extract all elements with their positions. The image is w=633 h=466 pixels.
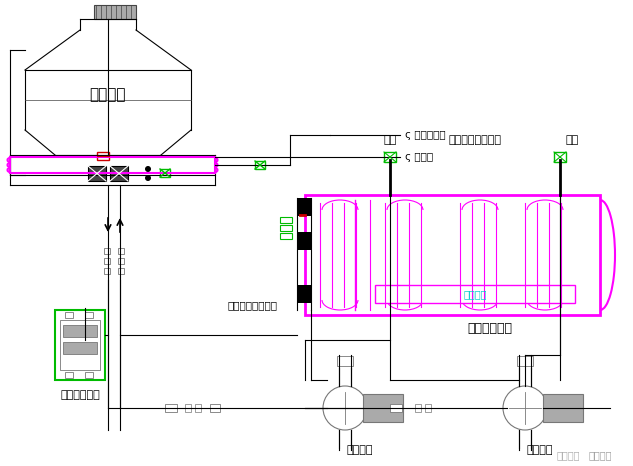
Bar [104, 268, 110, 274]
Text: ς 排水管: ς 排水管 [405, 152, 433, 162]
Text: 水冷螺杆机组: 水冷螺杆机组 [468, 322, 513, 335]
Bar [297, 232, 311, 250]
Bar [425, 404, 431, 412]
Bar [305, 195, 600, 315]
Bar [185, 404, 191, 412]
Text: 出水: 出水 [565, 135, 579, 145]
Bar [280, 225, 292, 231]
Bar [280, 233, 292, 239]
Text: ς 接自来水管: ς 接自来水管 [405, 130, 446, 140]
Bar [337, 356, 353, 366]
Bar [375, 285, 575, 303]
Bar [88, 166, 106, 181]
Bar [88, 166, 106, 181]
Text: 冷凝侧（冷却水）: 冷凝侧（冷却水） [228, 300, 278, 310]
Bar [118, 268, 124, 274]
Bar [55, 310, 105, 380]
Bar [104, 248, 110, 254]
Bar [384, 152, 396, 162]
Bar [195, 404, 201, 412]
Circle shape [323, 386, 367, 430]
Text: 制冷百科: 制冷百科 [556, 450, 580, 460]
Bar [104, 258, 110, 264]
Bar [97, 152, 109, 160]
Bar [554, 152, 566, 162]
Bar [543, 394, 583, 422]
Bar [160, 169, 170, 177]
Bar [60, 320, 100, 370]
Text: 制冷百科: 制冷百科 [589, 450, 612, 460]
Text: 进水: 进水 [384, 135, 397, 145]
Bar [94, 5, 136, 19]
Text: 冷却水泵: 冷却水泵 [347, 445, 373, 455]
Text: 水冷螺杆: 水冷螺杆 [463, 289, 487, 299]
Bar [255, 161, 265, 169]
Bar [118, 248, 124, 254]
Circle shape [145, 166, 151, 172]
Bar [110, 166, 128, 181]
Bar [85, 372, 93, 378]
Bar [63, 342, 97, 354]
Text: 冷却水泵: 冷却水泵 [527, 445, 553, 455]
Bar [110, 166, 128, 181]
Bar [118, 258, 124, 264]
Text: 蒸发侧（冷冻水）: 蒸发侧（冷冻水） [449, 135, 501, 145]
Bar [85, 312, 93, 318]
Bar [165, 404, 177, 412]
Bar [280, 217, 292, 223]
Bar [517, 356, 533, 366]
Bar [297, 285, 311, 303]
Circle shape [503, 386, 547, 430]
Text: 冷却水塔: 冷却水塔 [90, 88, 126, 103]
Bar [210, 404, 220, 412]
Bar [390, 404, 402, 412]
Bar [297, 198, 311, 216]
Bar [415, 404, 421, 412]
Circle shape [145, 175, 151, 181]
Text: 电子水处理仪: 电子水处理仪 [60, 390, 100, 400]
Bar [63, 325, 97, 337]
Bar [65, 312, 73, 318]
Bar [363, 394, 403, 422]
Bar [65, 372, 73, 378]
